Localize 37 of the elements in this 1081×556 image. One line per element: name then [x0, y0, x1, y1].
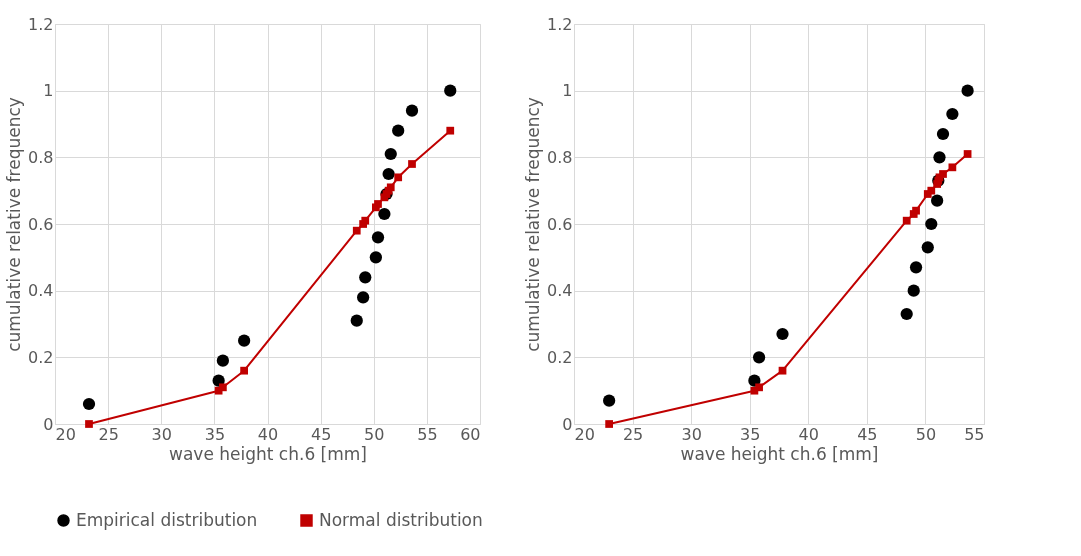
y-tick-label: 0: [43, 414, 54, 434]
y-axis-title: cumulative relative frequency: [4, 97, 25, 352]
y-tick-label: 0.6: [547, 214, 573, 234]
x-tick-label: 45: [857, 424, 878, 444]
y-tick-label: 1.2: [547, 14, 573, 34]
x-axis-title: wave height ch.6 [mm]: [680, 443, 879, 464]
y-tick-label: 0.2: [547, 347, 573, 367]
x-tick-label: 55: [417, 424, 438, 444]
x-tick-label: 50: [364, 424, 385, 444]
x-tick-label: 55: [964, 424, 985, 444]
x-tick-label: 40: [798, 424, 819, 444]
x-tick-label: 45: [310, 424, 332, 444]
legend-label: Normal distribution: [319, 509, 483, 530]
y-tick-label: 1.2: [28, 14, 54, 34]
x-tick-label: 35: [740, 424, 761, 444]
y-tick-label: 1: [43, 81, 54, 101]
x-tick-label: 40: [257, 424, 279, 444]
x-tick-label: 30: [681, 424, 702, 444]
y-tick-label: 0.8: [28, 147, 54, 167]
x-tick-label: 60: [460, 424, 481, 444]
x-axis-title: wave height ch.6 [mm]: [169, 443, 367, 464]
y-tick-label: 0.4: [547, 281, 573, 301]
y-tick-label: 0.2: [28, 347, 54, 367]
x-tick-label: 30: [151, 424, 172, 444]
legend-label: Empirical distribution: [76, 509, 258, 530]
y-axis-title: cumulative relative frequency: [523, 97, 544, 352]
y-tick-label: 0.6: [28, 214, 54, 234]
x-tick-label: 25: [98, 424, 119, 444]
x-tick-label: 35: [204, 424, 226, 444]
x-tick-label: 25: [622, 424, 644, 444]
y-tick-label: 0.8: [547, 147, 573, 167]
y-tick-label: 0.4: [28, 281, 54, 301]
x-tick-label: 20: [574, 424, 595, 444]
x-tick-label: 20: [55, 424, 76, 444]
y-tick-label: 1: [562, 81, 573, 101]
x-tick-label: 50: [915, 424, 937, 444]
y-tick-label: 0: [562, 414, 573, 434]
